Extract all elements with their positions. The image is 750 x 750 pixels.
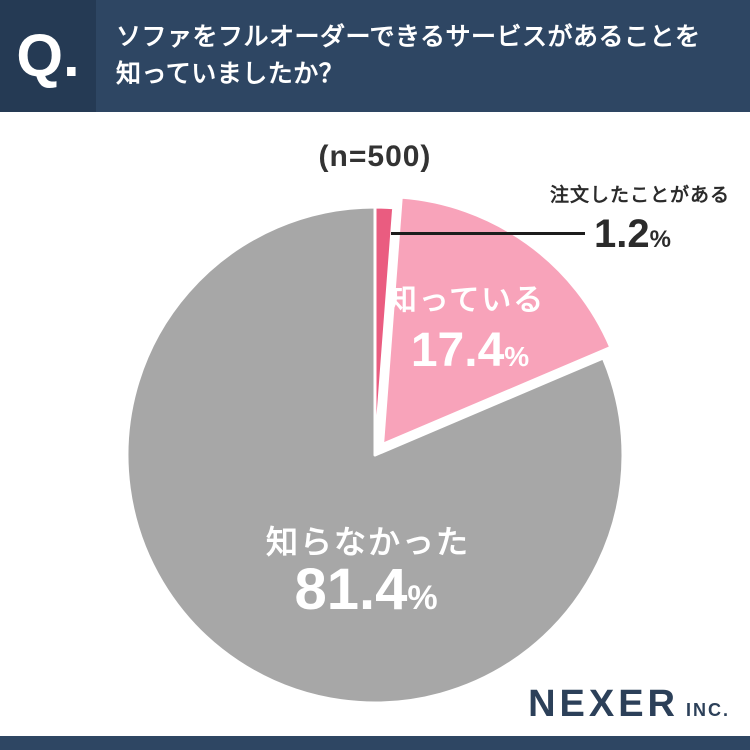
nexer-logo: NEXER INC.	[528, 683, 730, 726]
question-header: Q. ソファをフルオーダーできるサービスがあることを 知っていましたか？	[0, 0, 750, 112]
percent-sign: %	[407, 579, 438, 617]
question-title-line2: 知っていましたか？	[116, 60, 345, 88]
pie-slice-1	[381, 195, 613, 446]
callout-value-number: 1.2	[594, 212, 650, 256]
slice-value-knowing: 17.4%	[411, 327, 529, 375]
callout-leader-line	[391, 232, 585, 235]
callout-label-ordered: 注文したことがある	[549, 185, 730, 206]
percent-sign: %	[504, 341, 530, 372]
q-badge: Q.	[0, 0, 96, 112]
question-title-line1: ソファをフルオーダーできるサービスがあることを	[116, 22, 701, 51]
percent-sign: %	[649, 226, 671, 253]
slice-value-unknown-number: 81.4	[294, 557, 408, 622]
slice-value-unknown: 81.4%	[294, 561, 437, 619]
sample-size-label: (n=500)	[318, 140, 432, 173]
q-badge-label: Q.	[16, 22, 80, 89]
footer-bar	[0, 736, 750, 750]
nexer-logo-suffix: INC.	[686, 700, 730, 720]
question-title: ソファをフルオーダーできるサービスがあることを 知っていましたか？	[116, 19, 701, 94]
pie-slice-2	[125, 205, 625, 705]
slice-label-knowing: 知っている	[386, 284, 546, 317]
nexer-logo-main: NEXER	[528, 683, 679, 725]
callout-value-ordered: 1.2%	[594, 212, 671, 256]
slice-label-unknown: 知らなかった	[265, 524, 471, 560]
slice-value-knowing-number: 17.4	[410, 324, 505, 377]
